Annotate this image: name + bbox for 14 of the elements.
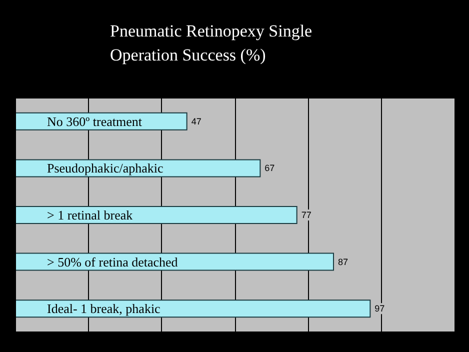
chart-title: Pneumatic Retinopexy Single Operation Success (%) bbox=[110, 22, 312, 64]
data-label: 77 bbox=[301, 210, 312, 220]
y-tick-label: > 50% of retina detached bbox=[47, 254, 178, 270]
bar bbox=[15, 252, 334, 271]
data-label: 67 bbox=[264, 163, 275, 174]
data-label: 87 bbox=[338, 256, 348, 267]
y-tick-label: No 360º treatment bbox=[47, 114, 142, 129]
bar bbox=[15, 300, 371, 318]
data-label: 47 bbox=[191, 116, 202, 126]
y-tick-label: Pseudophakic/aphakic bbox=[47, 160, 164, 176]
y-tick-label: Ideal- 1 break, phakic bbox=[47, 301, 161, 316]
data-label: 97 bbox=[374, 304, 385, 314]
bar bbox=[15, 206, 298, 224]
y-tick-label: > 1 retinal break bbox=[47, 208, 134, 222]
